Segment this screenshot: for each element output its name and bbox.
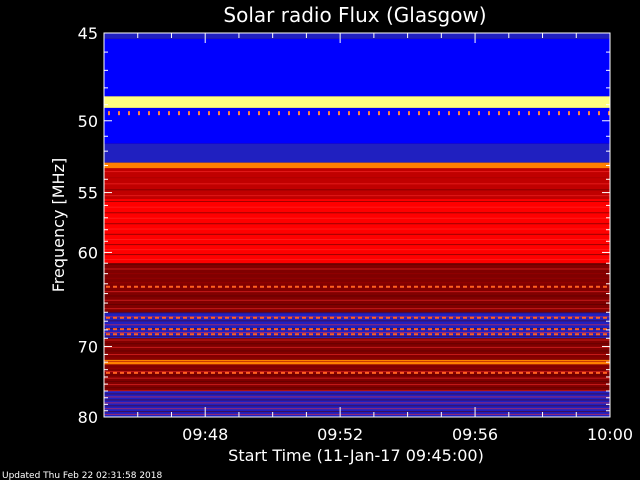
updated-timestamp: Updated Thu Feb 22 02:31:58 2018 <box>2 471 163 480</box>
spectrum-band-11 <box>104 359 610 365</box>
x-tick-label-3: 10:00 <box>587 425 633 444</box>
spectrum-band-10 <box>104 338 610 360</box>
spectrum-band-0 <box>104 33 610 39</box>
plot-frame <box>103 32 611 418</box>
y-tick-label-60: 60 <box>78 243 98 262</box>
y-tick-label-70: 70 <box>78 337 98 356</box>
x-tick-label-1: 09:52 <box>317 425 363 444</box>
spectrum-band-5 <box>104 162 610 169</box>
plot-area <box>103 32 611 418</box>
x-axis-label: Start Time (11-Jan-17 09:45:00) <box>228 446 484 465</box>
y-axis-label: Frequency [MHz] <box>49 158 68 292</box>
y-tick-label-45: 45 <box>78 24 98 43</box>
y-axis: 45 50 55 60 70 80 <box>78 24 610 427</box>
y-tick-label-80: 80 <box>78 408 98 427</box>
x-tick-label-2: 09:56 <box>452 425 498 444</box>
x-tick-label-0: 09:48 <box>182 425 228 444</box>
spectrum-band-7 <box>104 199 610 264</box>
y-tick-label-50: 50 <box>78 112 98 131</box>
chart-title: Solar radio Flux (Glasgow) <box>223 3 486 27</box>
spectrum-band-4 <box>104 143 610 163</box>
spectrum-band-2 <box>104 96 610 108</box>
channel-texture <box>104 111 610 415</box>
spectrum-band-1 <box>104 38 610 97</box>
y-tick-label-55: 55 <box>78 184 98 203</box>
spectrum-band-13 <box>104 391 610 417</box>
x-axis: 09:48 09:52 09:56 10:00 <box>137 33 633 444</box>
